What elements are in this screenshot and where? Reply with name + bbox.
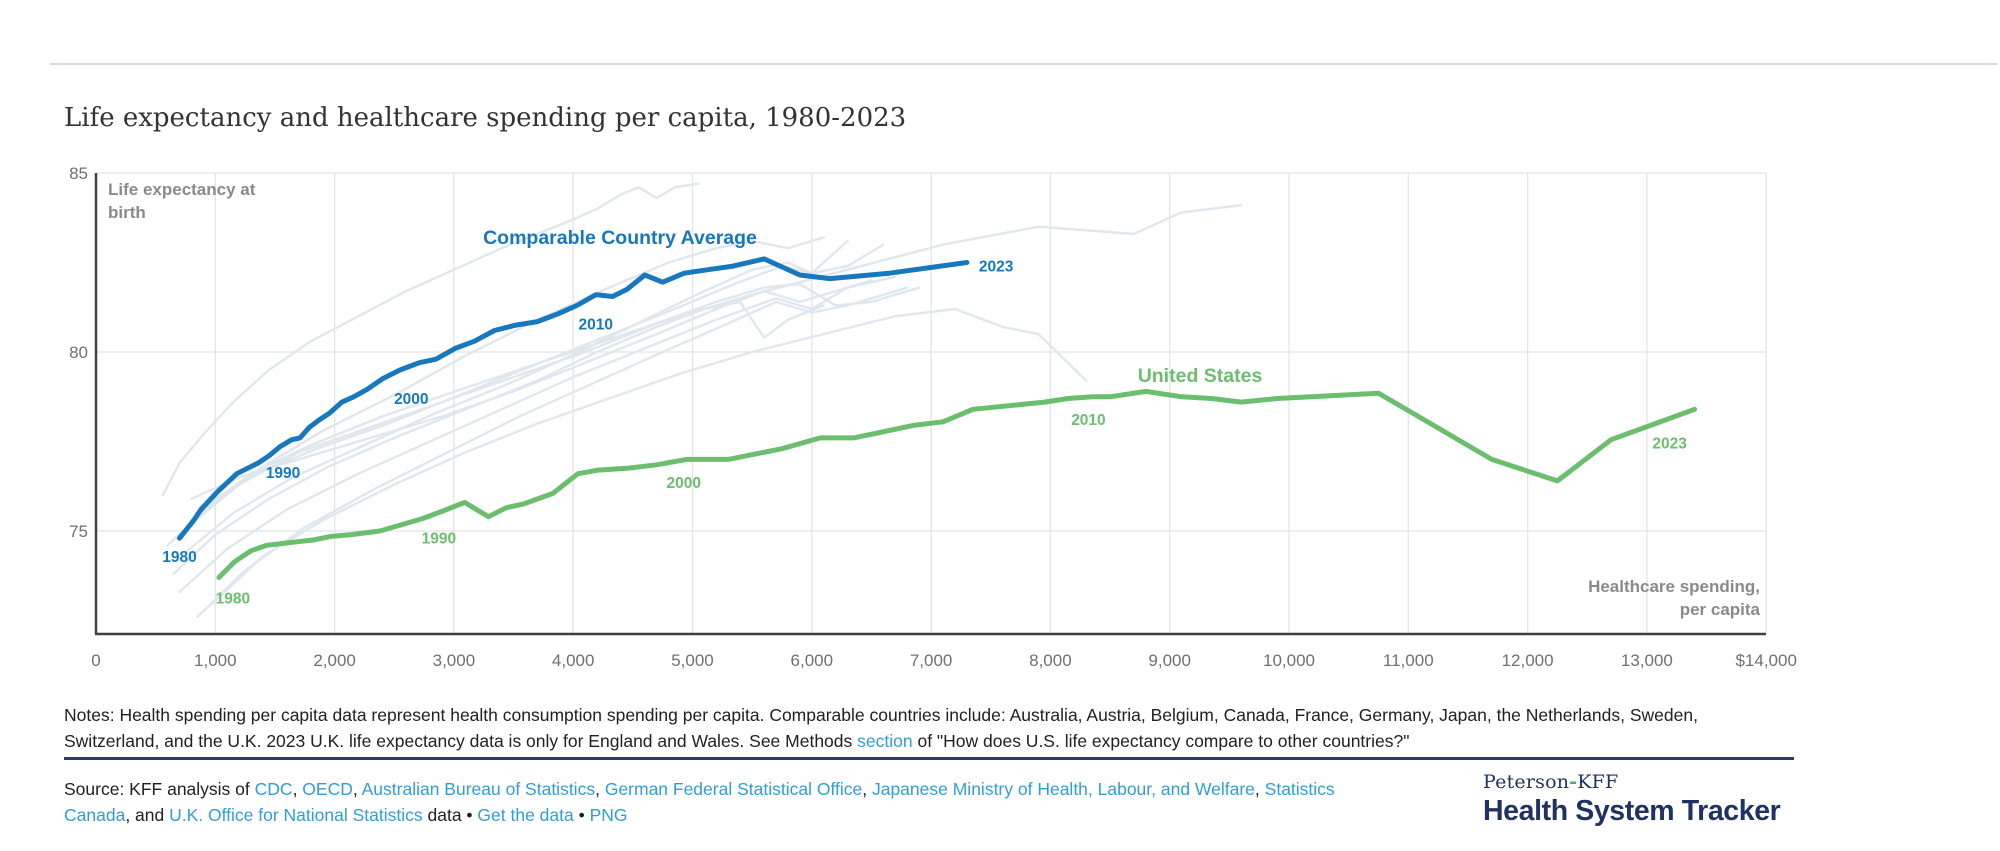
text-link[interactable]: CDC [254,779,293,799]
notes-text: Notes: Health spending per capita data r… [64,702,1924,754]
text-link[interactable]: German Federal Statistical Office [604,779,863,799]
brand-logo[interactable]: Peterson-KFF Health System Tracker [1483,771,1781,828]
chart-title: Life expectancy and healthcare spending … [64,103,907,133]
x-tick-label: 12,000 [1502,651,1554,670]
x-axis-title: Healthcare spending, [1588,577,1760,596]
year-label-2010: 2010 [579,316,613,333]
x-tick-label: 10,000 [1263,651,1315,670]
logo-kff: KFF [1577,771,1619,793]
year-label-2023: 2023 [979,259,1014,276]
text-segment: , [352,779,362,799]
text-link[interactable]: Australian Bureau of Statistics [361,779,596,799]
year-label-2000: 2000 [394,391,428,408]
series-label-united-states: United States [1138,365,1263,387]
year-label-1980: 1980 [216,591,250,608]
background-line-comparable-country-1 [161,182,700,497]
x-tick-label: 13,000 [1621,651,1673,670]
x-tick-label: 4,000 [552,651,595,670]
text-link[interactable]: U.K. Office for National Statistics [169,805,423,825]
y-axis-title: birth [108,203,146,222]
x-tick-label: 6,000 [791,651,834,670]
text-segment: Switzerland, and the U.K. 2023 U.K. life… [64,731,858,751]
background-line-comparable-country-5 [190,282,921,525]
logo-dash: - [1569,771,1578,793]
x-tick-label: $14,000 [1735,651,1796,670]
x-tick-label: 8,000 [1029,651,1072,670]
top-divider [50,63,1997,65]
background-line-comparable-country-3 [208,307,1088,608]
source-text: Source: KFF analysis of CDC, OECD, Austr… [64,776,1504,828]
background-line-comparable-country-4 [172,300,825,576]
text-segment: , and [125,805,170,825]
background-line-comparable-country-7 [166,236,825,547]
x-tick-label: 5,000 [671,651,714,670]
background-line-comparable-country-11 [178,275,897,594]
text-segment: , [1254,779,1265,799]
text-link[interactable]: Canada [64,805,126,825]
scatter-line-chart: 0 1,000 2,000 3,000 4,000 5,000 6,000 7,000 8,00… [69,164,1797,670]
year-label-1990: 1990 [266,465,300,482]
y-axis-title: Life expectancy at [108,180,256,199]
footer-divider [64,757,1794,760]
x-tick-label: 9,000 [1148,651,1191,670]
series-line-comparable-country-average [177,256,970,541]
text-link[interactable]: Statistics [1264,779,1335,799]
series-label-comparable-country-average: Comparable Country Average [483,227,757,249]
year-label-2000: 2000 [666,475,700,492]
text-segment: data • [422,805,478,825]
text-segment: , [292,779,303,799]
x-tick-label: 3,000 [433,651,476,670]
x-tick-label: 0 [91,651,100,670]
series-line-united-states [216,388,1698,580]
year-label-1990: 1990 [422,530,456,547]
x-tick-label: 11,000 [1383,651,1434,670]
text-segment: Notes: Health spending per capita data r… [64,705,1698,725]
text-segment: , [862,779,872,799]
text-segment: , [595,779,605,799]
text-segment: Source: KFF analysis of [64,779,255,799]
logo-peterson: Peterson [1483,771,1570,793]
background-line-comparable-country-2 [202,204,1243,511]
background-line-comparable-country-10 [196,286,909,619]
text-link[interactable]: Get the data [477,805,574,825]
text-segment: • [573,805,590,825]
background-line-comparable-country-6 [184,243,885,554]
x-tick-label: 7,000 [910,651,953,670]
text-segment: of "How does U.S. life expectancy compar… [912,731,1410,751]
logo-peterson-kff: Peterson-KFF [1483,771,1780,793]
logo-health-system-tracker: Health System Tracker [1483,795,1781,827]
x-tick-label: 1,000 [194,651,237,670]
background-line-comparable-country-9 [190,279,873,500]
y-tick-label: 85 [69,164,88,183]
y-tick-label: 80 [69,343,88,362]
year-label-2010: 2010 [1071,412,1105,429]
text-link[interactable]: PNG [589,805,628,825]
x-axis-title: per capita [1680,600,1761,619]
x-tick-label: 2,000 [313,651,356,670]
text-link[interactable]: section [857,731,913,751]
year-label-2023: 2023 [1652,435,1687,452]
year-label-1980: 1980 [162,549,196,566]
text-link[interactable]: OECD [302,779,353,799]
text-link[interactable]: Japanese Ministry of Health, Labour, and… [871,779,1255,799]
y-tick-label: 75 [69,522,88,541]
